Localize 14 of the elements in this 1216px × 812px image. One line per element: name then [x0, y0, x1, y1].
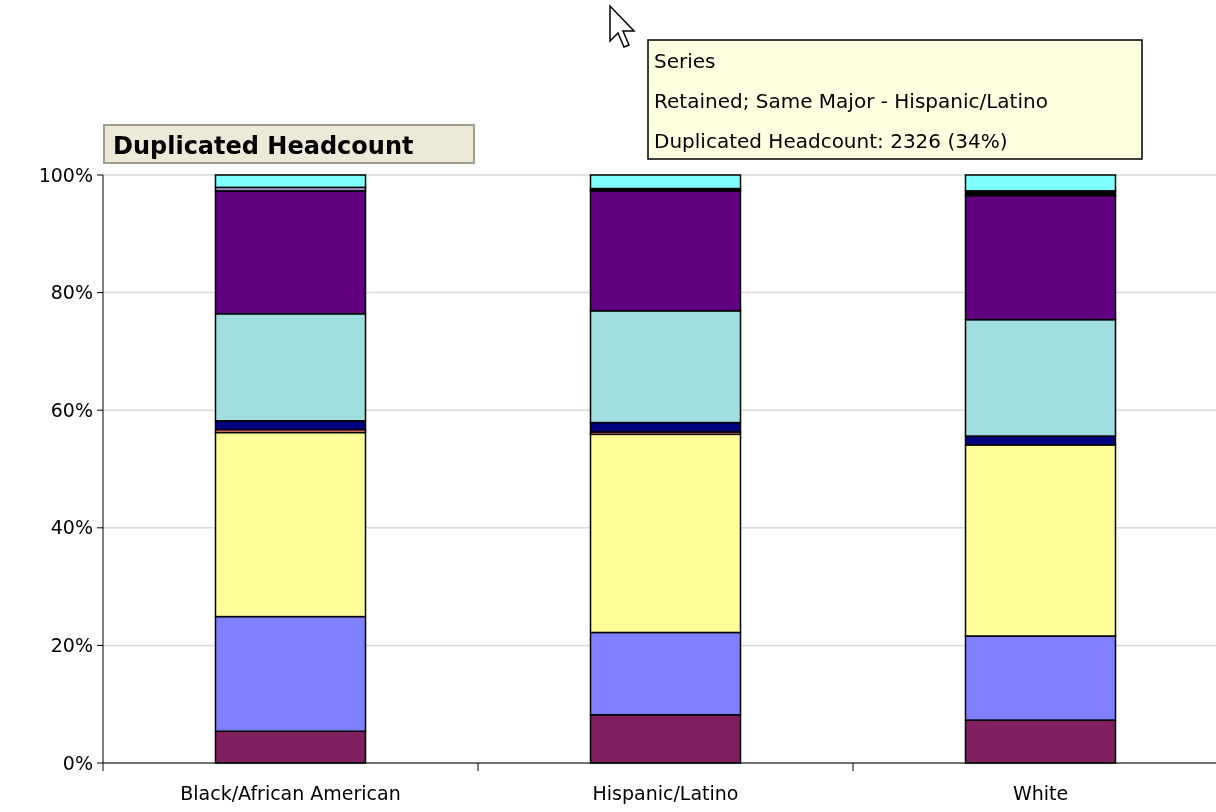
y-tick-label: 100%: [38, 163, 93, 186]
bar: [214, 174, 367, 189]
y-tick-label: 60%: [50, 398, 93, 421]
y-tick-label: 40%: [50, 516, 93, 539]
y-tick-label: 80%: [50, 281, 93, 304]
x-tick-label: White: [1012, 782, 1069, 804]
y-tick-label: 20%: [50, 634, 93, 657]
x-tick-label: Hispanic/Latino: [592, 782, 739, 804]
x-tick-label: Black/African American: [180, 782, 401, 804]
text: Duplicated Headcount: [113, 132, 414, 160]
y-tick-label: 0%: [62, 751, 93, 774]
bar: [589, 174, 742, 190]
bar: [964, 174, 1117, 192]
text: Series Retained; Same Major - Hispanic/Latino Duplicated Headcount: 2326 (34%): [654, 49, 1048, 153]
